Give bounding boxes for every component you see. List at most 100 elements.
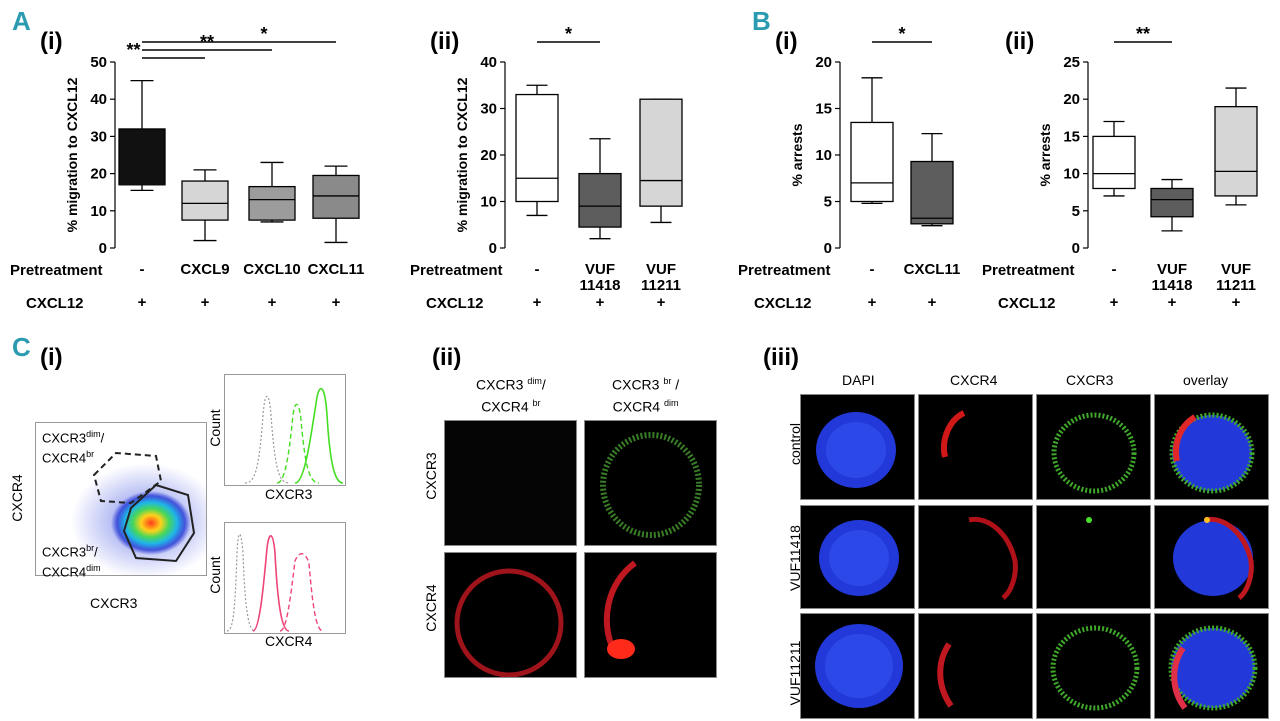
table-row-label-pretreatment: Pretreatment [10,262,103,279]
sig-label: ** [126,40,140,60]
c-iii-vuf11418-cxcr4 [918,505,1033,609]
table-cell-cxcl12: + [1109,294,1119,311]
table-row-label-pretreatment: Pretreatment [410,262,503,279]
table-cell-pretreatment: VUF 11418 [579,261,621,294]
box-0 [515,84,559,217]
box-body [639,98,683,207]
panel-c-ii-label: (ii) [432,344,462,371]
c-iii-vuf11211-dapi [800,613,915,719]
box-body [118,128,166,186]
table-row-label-cxcl12: CXCL12 [998,295,1056,312]
y-tick-label: 5 [1072,203,1080,220]
table-cell-cxcl12: + [532,294,542,311]
box-2 [248,161,296,223]
y-tick-label: 10 [480,194,497,211]
gate-label-dim: CXCR3dim/ CXCR4br [42,429,105,466]
table-row-label-pretreatment: Pretreatment [982,262,1075,279]
sig-label: * [898,24,905,44]
box-1 [181,169,229,242]
y-tick-label: 10 [1063,166,1080,183]
table-cell-pretreatment: - [139,261,145,278]
table-cell-cxcl12: + [595,294,605,311]
hist-bot-xlabel: CXCR4 [265,633,313,649]
box-1 [578,138,622,240]
box-1 [910,132,954,227]
table-row-label-cxcl12: CXCL12 [426,295,484,312]
panel-a-ii-label: (ii) [430,28,460,55]
box-2 [1214,87,1258,206]
table-cell-cxcl12: + [267,294,277,311]
c-ii-row2-label: CXCR4 [423,584,439,632]
panel-b-i-label: (i) [775,28,798,55]
table-cell-pretreatment: CXCL11 [903,261,961,278]
sig-label: * [565,24,572,44]
c-iii-vuf11418-overlay [1154,505,1269,609]
box-body [1214,105,1258,197]
c-iii-vuf11418-dapi [800,505,915,609]
flow-xlabel: CXCR3 [90,595,138,611]
c-iii-vuf11211-cxcr3 [1036,613,1151,719]
y-tick-label: 10 [90,203,107,220]
y-tick-label: 20 [480,147,497,164]
c-ii-col1-header: CXCR3 dim/ CXCR4 br [476,376,546,415]
c-ii-img-dim-cxcr4 [444,552,577,678]
table-row-label-cxcl12: CXCL12 [26,295,84,312]
box-0 [850,77,894,205]
y-tick-label: 0 [99,240,107,257]
table-cell-cxcl12: + [331,294,341,311]
y-axis-label: % arrests [789,123,805,186]
y-tick-label: 15 [1063,128,1080,145]
c-iii-col-cxcr4: CXCR4 [950,372,998,388]
y-tick-label: 20 [815,54,832,71]
flow-dot-plot-svg [71,451,206,575]
box-body [1150,187,1194,218]
y-axis-label: % arrests [1037,123,1053,186]
c-ii-col2-header: CXCR3 br / CXCR4 dim [612,376,680,415]
table-cell-cxcl12: + [200,294,210,311]
box-body [181,180,229,221]
box-body [850,121,894,203]
c-ii-row1-label: CXCR3 [423,452,439,500]
sig-label: ** [1136,24,1150,44]
hist-cxcr3 [224,374,346,486]
chart-svg-B_i: 0 5 10 15 20 % arrests * [789,24,954,257]
box-body [312,174,360,219]
table-cell-pretreatment: VUF 11211 [1215,261,1257,294]
c-iii-col-cxcr3: CXCR3 [1066,372,1114,388]
table-cell-pretreatment: VUF 11211 [640,261,682,294]
table-cell-pretreatment: - [869,261,875,278]
y-tick-label: 0 [824,240,832,257]
y-tick-label: 50 [90,54,107,71]
table-row-label-pretreatment: Pretreatment [738,262,831,279]
table-cell-cxcl12: + [137,294,147,311]
box-body [515,93,559,203]
table-cell-pretreatment: VUF 11418 [1151,261,1193,294]
c-iii-vuf11211-cxcr4 [918,613,1033,719]
c-iii-control-cxcr4 [918,394,1033,500]
c-iii-control-cxcr3 [1036,394,1151,500]
box-body [248,185,296,221]
hist-top-xlabel: CXCR3 [265,486,313,502]
y-axis-label: % migration to CXCL12 [454,77,470,232]
c-ii-img-dim-cxcr3 [444,420,577,546]
y-tick-label: 20 [1063,91,1080,108]
y-tick-label: 0 [1072,240,1080,257]
c-iii-col-dapi: DAPI [842,372,875,388]
c-ii-img-br-cxcr3 [584,420,717,546]
gate-cxcr3-dim [92,451,163,505]
y-tick-label: 5 [824,194,832,211]
y-tick-label: 25 [1063,54,1080,71]
y-tick-label: 30 [480,101,497,118]
y-tick-label: 40 [480,54,497,71]
table-cell-cxcl12: + [1231,294,1241,311]
box-3 [312,165,360,244]
gate-label-br: CXCR3br/ CXCR4dim [42,543,101,580]
chart-svg-B_ii: 0 5 10 15 20 25 % arrests ** [1037,24,1258,257]
table-row-label-cxcl12: CXCL12 [754,295,812,312]
c-ii-img-br-cxcr4 [584,552,717,678]
c-iii-col-overlay: overlay [1183,372,1229,388]
y-axis-label: % migration to CXCL12 [64,77,80,232]
panel-c-iii-label: (iii) [763,344,799,371]
table-cell-pretreatment: CXCL10 [243,261,301,278]
y-tick-label: 40 [90,91,107,108]
